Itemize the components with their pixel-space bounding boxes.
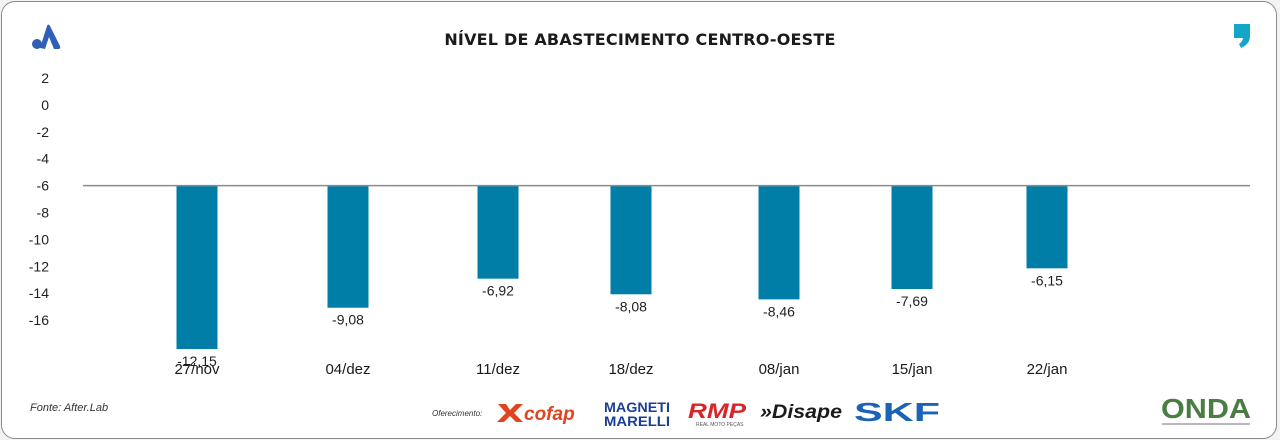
skf-logo: SKF [854,398,940,426]
x-tick-label: 22/jan [1027,361,1068,378]
svg-text:REAL MOTO PEÇAS: REAL MOTO PEÇAS [696,422,744,428]
svg-text:RMP: RMP [688,400,747,423]
brand-comma-icon [1234,24,1250,48]
svg-text:MAGNETI: MAGNETI [604,399,670,415]
bar-value-label: -8,46 [763,303,795,319]
y-tick-label: 2 [41,70,49,86]
x-axis: 27/nov 04/dez 11/dez 18/dez 08/jan 15/jan 22/j… [174,361,1067,378]
bars-group [176,185,1068,350]
bar-value-label: -9,08 [332,312,364,328]
y-tick-label: -2 [37,124,50,140]
bar-value-label: -12,15 [177,353,217,369]
y-tick-label: 0 [41,97,49,113]
svg-text:SKF: SKF [854,398,940,426]
bar [758,185,800,300]
brand-a-icon [32,24,61,49]
bar [477,185,519,279]
x-tick-label: 27/nov [174,361,220,378]
onda-logo: ONDA [1161,393,1251,425]
y-tick-label: -10 [29,231,49,247]
magneti-marelli-logo: MAGNETI MARELLI [604,399,670,428]
rmp-logo: RMP REAL MOTO PEÇAS [688,400,747,428]
x-tick-label: 04/dez [325,361,370,378]
source-note: Fonte: After.Lab [30,402,109,414]
y-tick-label: -12 [29,258,49,274]
x-tick-label: 15/jan [892,361,933,378]
bar [610,185,652,295]
bar-value-label: -6,15 [1031,272,1063,288]
svg-text:MARELLI: MARELLI [604,413,670,428]
svg-text:ONDA: ONDA [1161,393,1251,424]
y-tick-label: -4 [37,151,50,167]
bar [891,185,933,290]
bar [327,185,369,308]
svg-text:»Disape: »Disape [760,402,842,423]
y-tick-label: -16 [29,312,49,328]
sponsor-label: Oferecimento: [432,409,483,418]
y-tick-label: -6 [37,178,50,194]
y-tick-label: -8 [37,205,50,221]
bar-value-label: -6,92 [482,283,514,299]
value-labels: -12,15 -9,08 -6,92 -8,08 -8,46 -7,69 -6,15 [177,272,1063,369]
cofap-logo: cofap [497,404,575,425]
x-tick-label: 08/jan [759,361,800,378]
disape-logo: »Disape [760,402,842,423]
bar-value-label: -8,08 [615,298,647,314]
bar [1026,185,1068,269]
svg-text:cofap: cofap [524,404,575,425]
bar [176,185,218,350]
chart-title: NÍVEL DE ABASTECIMENTO CENTRO-OESTE [444,30,836,49]
x-tick-label: 11/dez [476,361,520,378]
y-tick-label: -14 [29,285,49,301]
y-axis: 2 0 -2 -4 -6 -8 -10 -12 -14 -16 [29,70,49,328]
x-tick-label: 18/dez [608,361,653,378]
bar-value-label: -7,69 [896,293,928,309]
